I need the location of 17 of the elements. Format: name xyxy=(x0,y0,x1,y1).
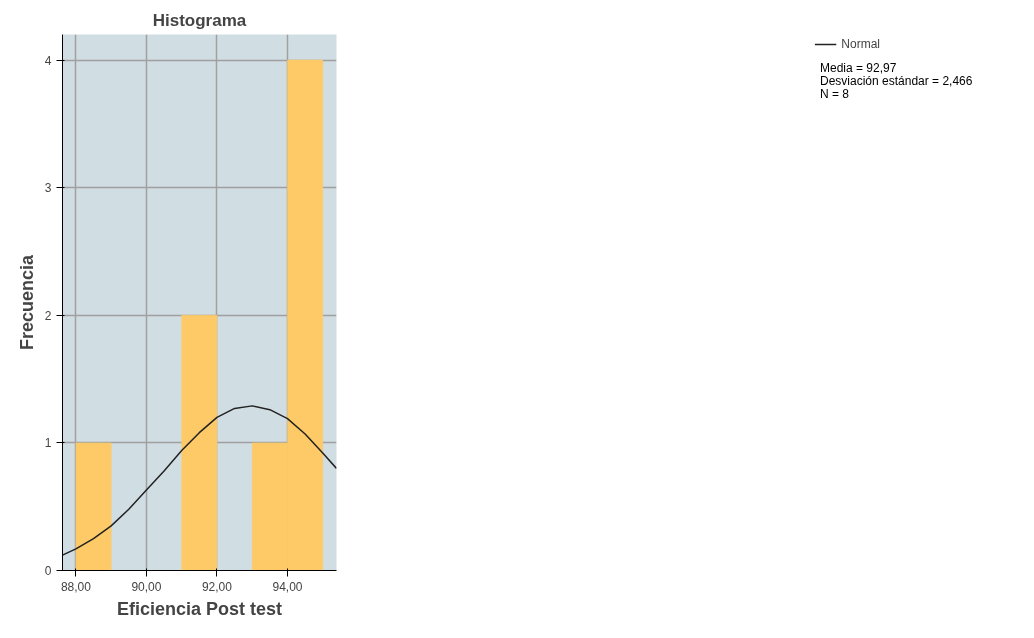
y-axis-title: Frecuencia xyxy=(16,253,37,351)
x-tick-label: 88,00 xyxy=(60,579,92,594)
x-tick-label: 94,00 xyxy=(272,579,303,594)
chart-title: Histograma xyxy=(152,10,247,30)
y-tick-label: 1 xyxy=(44,436,52,451)
x-tick-label: 92,00 xyxy=(201,579,233,594)
legend-label: Normal xyxy=(841,37,880,51)
line-series xyxy=(62,405,337,556)
y-tick-label: 2 xyxy=(44,308,52,323)
y-tick-label: 0 xyxy=(44,564,52,578)
x-axis-title: Eficiencia Post test xyxy=(116,598,283,619)
x-tick-label: 90,00 xyxy=(131,579,162,594)
text: Media = 92,97 xyxy=(820,61,897,75)
text: N = 8 xyxy=(820,87,850,101)
text: Desviación estándar = 2,466 xyxy=(820,74,973,88)
y-tick-label: 4 xyxy=(44,53,52,68)
y-tick-label: 3 xyxy=(44,181,52,196)
